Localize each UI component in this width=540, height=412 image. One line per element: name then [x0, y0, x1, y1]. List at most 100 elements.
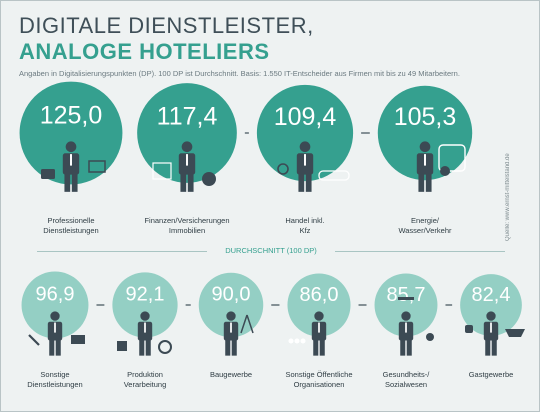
category-label: Professionelle — [47, 216, 94, 225]
person-head — [226, 311, 236, 321]
category-label: Handel inkl. — [285, 216, 324, 225]
person-leg-right — [71, 173, 78, 192]
person-head — [181, 141, 193, 153]
value-label: 82,4 — [472, 284, 511, 306]
building-icon — [152, 162, 172, 180]
person-leg-right — [491, 339, 497, 356]
title-line-2: ANALOGE HOTELIERS — [19, 39, 270, 64]
value-label: 92,1 — [126, 284, 165, 306]
truck-icon — [71, 335, 85, 344]
value-bubble — [256, 84, 354, 182]
category-label: Organisationen — [294, 380, 345, 389]
value-label: 125,0 — [40, 102, 103, 130]
person-leg-right — [319, 339, 325, 356]
person-tie — [144, 322, 146, 333]
value-bubble — [287, 273, 351, 337]
person-tie — [318, 322, 320, 333]
person-head — [140, 311, 150, 321]
category-3: 105,3 Energie/Wasser/Verkehr — [377, 85, 473, 235]
category-label: Produktion — [127, 370, 163, 379]
subtitle: Angaben in Digitalisierungspunkten (DP).… — [19, 69, 460, 78]
person-leg-right — [406, 339, 412, 356]
person-head — [419, 141, 431, 153]
person-head — [65, 141, 77, 153]
category-label: Finanzen/Versicherungen — [144, 216, 229, 225]
category-label: Kfz — [300, 226, 311, 235]
category-label: Immobilien — [169, 226, 205, 235]
category-label: Dienstleistungen — [27, 380, 82, 389]
person-tie — [490, 322, 492, 333]
person-leg-left — [225, 339, 231, 356]
person-leg-left — [313, 339, 319, 356]
person-tie — [54, 322, 56, 333]
person-leg-left — [64, 173, 71, 192]
value-bubble — [374, 273, 438, 337]
category-6: 90,0 Baugewerbe — [198, 272, 264, 379]
category-label: Gastgewerbe — [469, 370, 514, 379]
person-tie — [405, 322, 407, 333]
value-label: 85,7 — [387, 284, 426, 306]
bus-icon — [438, 144, 466, 172]
value-bubble — [377, 85, 473, 181]
person-head — [401, 311, 411, 321]
person-leg-right — [145, 339, 151, 356]
value-label: 117,4 — [157, 102, 218, 130]
person-leg-left — [400, 339, 406, 356]
person-head — [486, 311, 496, 321]
crowd-icon — [294, 338, 300, 344]
value-label: 105,3 — [394, 103, 457, 131]
average-divider-label: DURCHSCHNITT (100 DP) — [225, 246, 317, 255]
value-bubble — [19, 81, 123, 185]
category-label: Energie/ — [411, 216, 440, 225]
value-label: 90,0 — [212, 284, 251, 306]
category-label: Sonstige — [40, 370, 69, 379]
coffee-icon — [465, 325, 473, 333]
value-label: 96,9 — [36, 283, 75, 305]
person-leg-left — [485, 339, 491, 356]
person-tie — [304, 154, 306, 166]
person-leg-left — [298, 173, 305, 192]
person-leg-right — [55, 339, 61, 356]
category-label: Wasser/Verkehr — [398, 226, 452, 235]
category-8: 85,7 Gesundheits-/Sozialwesen — [374, 273, 438, 389]
value-bubble — [137, 83, 237, 183]
person-leg-right — [425, 173, 432, 192]
category-label: Baugewerbe — [210, 370, 252, 379]
briefcase-icon — [41, 169, 55, 179]
category-9: 82,4 Gastgewerbe — [460, 274, 525, 379]
value-bubble — [112, 272, 178, 338]
crate-icon — [117, 341, 127, 351]
person-leg-right — [305, 173, 312, 192]
person-head — [314, 311, 324, 321]
person-leg-left — [49, 339, 55, 356]
title-line-1: DIGITALE DIENSTLEISTER, — [19, 13, 314, 38]
value-label: 109,4 — [274, 103, 337, 131]
person-leg-right — [187, 173, 194, 192]
person-head — [299, 141, 311, 153]
person-leg-right — [231, 339, 237, 356]
person-leg-left — [180, 173, 187, 192]
recycle-icon — [277, 163, 289, 175]
monitor-icon — [88, 160, 106, 173]
stethoscope-icon — [426, 333, 434, 341]
value-bubble — [21, 271, 89, 339]
person-tie — [70, 154, 72, 166]
chair-icon — [505, 329, 525, 337]
graduate-cap-icon — [398, 297, 414, 300]
category-label: Sonstige Öffentliche — [286, 370, 353, 379]
gear-icon — [158, 340, 172, 354]
category-label: Gesundheits-/ — [383, 370, 431, 379]
person-tie — [186, 154, 188, 166]
person-leg-left — [139, 339, 145, 356]
person-tie — [424, 154, 426, 166]
money-bag-icon — [202, 172, 216, 186]
tools-icon — [28, 334, 40, 346]
value-bubble — [198, 272, 264, 338]
value-label: 86,0 — [300, 284, 339, 306]
